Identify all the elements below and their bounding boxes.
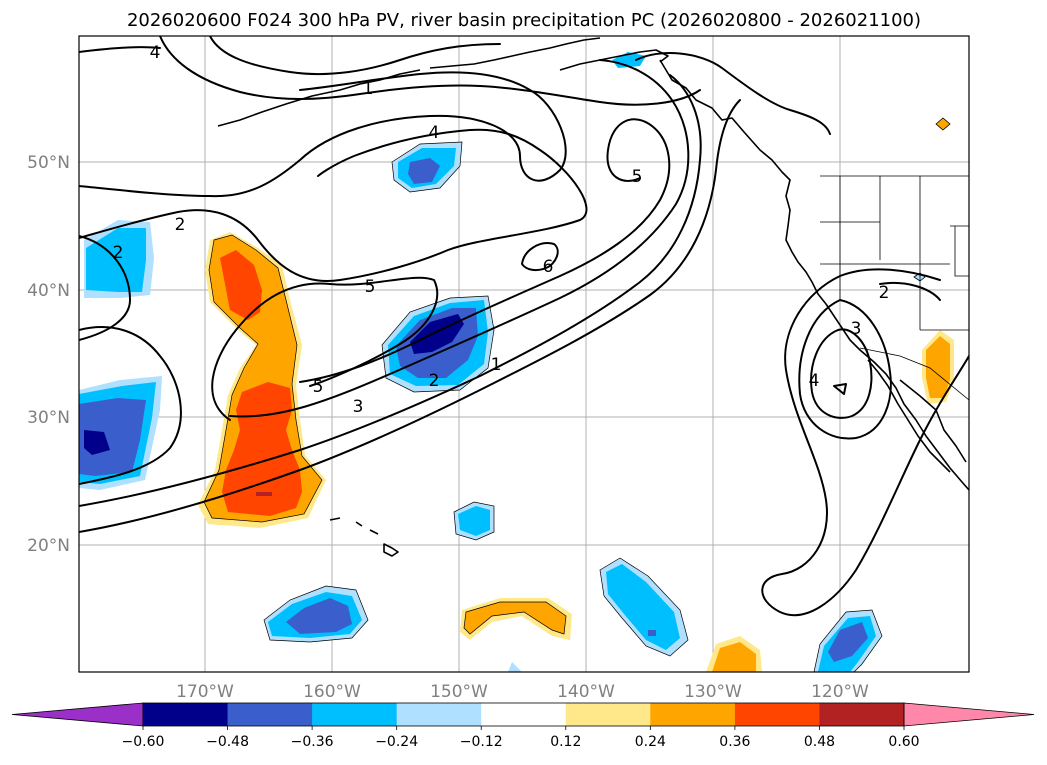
colorbar-segment: [481, 703, 567, 726]
negative-anomaly-hawaii: [454, 502, 494, 540]
colorbar-outline: [142, 702, 905, 727]
figure-title: 2026020600 F024 300 hPa PV, river basin …: [127, 10, 921, 31]
contour-label: 5: [365, 277, 376, 297]
colorbar: −0.60 −0.48 −0.36 −0.24 −0.12 0.12 0.24 0.36 0.4…: [11, 702, 1035, 750]
map-frame: [78, 35, 970, 673]
negative-anomaly-edge: [508, 662, 522, 672]
colorbar-segment: [650, 703, 736, 726]
contour-label: 4: [429, 123, 440, 143]
pv-contour-19: [879, 282, 941, 301]
pv-contours: [79, 36, 969, 617]
colorbar-segment: [143, 703, 229, 726]
contour-label: 2: [879, 283, 890, 303]
lon-label: 150°W: [430, 682, 488, 702]
alaska-coast: [559, 49, 669, 71]
negative-anomaly-north: [392, 142, 462, 192]
contour-label: 6: [543, 257, 554, 277]
colorbar-tick-label: 0.60: [888, 734, 919, 750]
contour-label: 3: [353, 397, 364, 417]
pv-contour-9: [209, 36, 501, 76]
colorbar-extend-max: [903, 702, 1035, 727]
colorbar-tick-label: −0.36: [291, 734, 334, 750]
colorbar-extend-min: [11, 702, 144, 727]
colorbar-tick-label: 0.12: [550, 734, 581, 750]
lon-label: 160°W: [303, 682, 361, 702]
colorbar-tick-label: −0.60: [122, 734, 165, 750]
colorbar-tick-label: −0.12: [460, 734, 503, 750]
lat-label: 20°N: [27, 536, 70, 556]
pv-contour-15: [761, 268, 969, 617]
contour-label: 2: [113, 243, 124, 263]
pv-contour-4: [299, 118, 671, 383]
pv-contour-2: [79, 74, 702, 507]
negative-anomaly-west: [79, 220, 162, 490]
contour-label: 3: [851, 319, 862, 339]
colorbar-segment: [227, 703, 313, 726]
lon-label: 130°W: [684, 682, 742, 702]
contour-label: 5: [632, 167, 643, 187]
alaska-peninsula: [429, 37, 601, 69]
pv-contour-13: [521, 242, 559, 272]
positive-anomaly-south: [460, 598, 572, 640]
negative-anomaly-southeast: [600, 558, 688, 656]
us-mexico-border: [859, 347, 969, 401]
positive-anomaly-east: [922, 330, 954, 404]
pv-contour-5: [211, 276, 439, 421]
lat-label: 30°N: [27, 408, 70, 428]
longitude-labels: 170°W 160°W 150°W 140°W 130°W 120°W: [176, 682, 869, 702]
pv-contour-18: [833, 383, 847, 395]
colorbar-tick-label: −0.48: [206, 734, 249, 750]
pv-contour-14: [635, 52, 831, 135]
contour-label: 4: [809, 371, 820, 391]
pv-contour-6: [79, 128, 588, 282]
pv-contour-11: [79, 235, 131, 341]
mexico-coast: [899, 379, 967, 463]
latitude-labels: 50°N 40°N 30°N 20°N: [27, 153, 70, 556]
contour-label: 1: [363, 79, 374, 99]
state-borders: [820, 176, 969, 331]
lat-label: 40°N: [27, 281, 70, 301]
anomaly-outlines: [203, 141, 883, 672]
colorbar-tick-label: 0.24: [635, 734, 666, 750]
colorbar-tick-label: 0.36: [719, 734, 750, 750]
contour-label: 1: [491, 355, 502, 375]
colorbar-segment: [312, 703, 398, 726]
lat-label: 50°N: [27, 153, 70, 173]
positive-anomaly-bottom: [706, 636, 762, 672]
colorbar-segment: [734, 703, 820, 726]
precip-anomaly-fills: [79, 52, 954, 672]
baja-coast: [867, 359, 951, 473]
contour-labels: 4 1 4 5 2 2 5 5 3 2 1 6 2 3 4: [113, 43, 890, 417]
pv-contour-1: [79, 99, 741, 533]
negative-anomaly-far-southeast: [814, 610, 882, 672]
hawaii-islands: [329, 517, 399, 557]
positive-anomaly-central: [198, 232, 326, 528]
lon-label: 120°W: [811, 682, 869, 702]
contour-label: 5: [313, 377, 324, 397]
contour-label: 2: [429, 371, 440, 391]
positive-anomaly-tiny: [935, 117, 951, 131]
pv-contour-17: [810, 328, 873, 419]
colorbar-segment: [565, 703, 651, 726]
negative-anomaly-central: [382, 296, 494, 392]
colorbar-tick-label: 0.48: [804, 734, 835, 750]
lon-label: 140°W: [557, 682, 615, 702]
map-panel: 4 1 4 5 2 2 5 5 3 2 1 6 2 3 4: [79, 36, 969, 672]
contour-label: 4: [150, 43, 161, 63]
pv-contour-8: [159, 36, 701, 106]
pv-contour-7: [79, 71, 567, 198]
contour-label: 2: [175, 215, 186, 235]
lon-label: 170°W: [176, 682, 234, 702]
pv-contour-10: [79, 46, 161, 53]
pv-contour-16: [798, 299, 892, 440]
colorbar-segment: [396, 703, 482, 726]
colorbar-tick-label: −0.24: [375, 734, 418, 750]
pv-contour-12: [79, 326, 182, 485]
pv-contour-3: [229, 59, 690, 418]
north-america-coast: [659, 59, 969, 491]
colorbar-segment: [819, 703, 905, 726]
